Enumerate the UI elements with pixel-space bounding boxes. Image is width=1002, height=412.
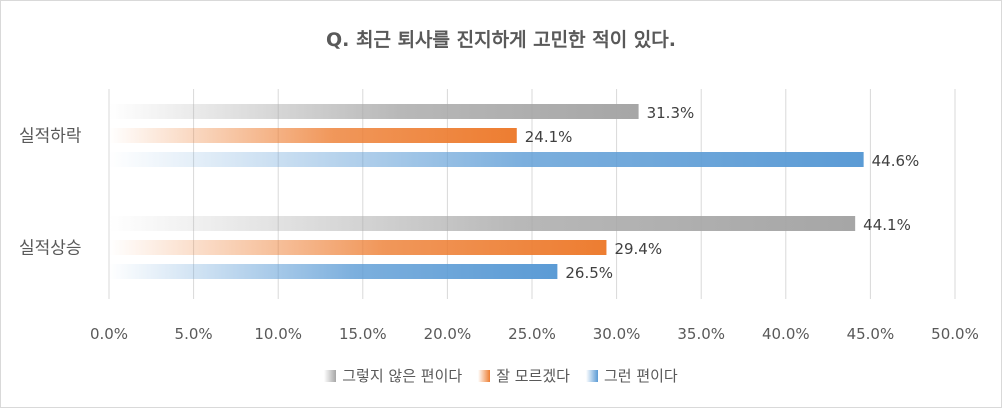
legend-label: 그렇지 않은 편이다 [342,367,463,385]
x-tick-label: 25.0% [508,325,556,343]
legend: 그렇지 않은 편이다 잘 모르겠다 그런 편이다 [1,365,1001,386]
category-label: 실적상승 [19,239,82,259]
data-label: 44.1% [863,216,911,234]
x-tick-label: 0.0% [90,325,128,343]
data-labels: 31.3% 24.1% 44.6% 44.1% 29.4%26.5% [525,104,920,282]
legend-item: 그렇지 않은 편이다 [324,365,462,386]
legend-item: 잘 모르겠다 [478,365,570,386]
x-tick-label: 15.0% [339,325,387,343]
bar [109,264,558,279]
legend-swatch [585,369,598,382]
legend-label: 잘 모르겠다 [496,367,570,385]
data-label: 26.5% [565,264,613,282]
x-tick-label: 20.0% [424,325,472,343]
data-label: 29.4% [614,240,662,258]
x-tick-label: 30.0% [593,325,641,343]
x-tick-labels: 0.0% 5.0% 10.0% 15.0% 20.0% 25.0% 30.0% 35.0% 40… [90,325,979,343]
x-tick-label: 40.0% [762,325,810,343]
x-tick-label: 50.0% [931,325,979,343]
data-label: 24.1% [525,128,573,146]
bar [109,240,607,255]
x-tick-label: 5.0% [175,325,213,343]
category-label: 실적하락 [19,127,82,147]
data-label: 44.6% [872,152,920,170]
x-tick-label: 10.0% [254,325,302,343]
data-label: 31.3% [647,104,695,122]
bars [109,104,864,279]
bar [109,152,864,167]
bar [109,128,517,143]
gridlines [108,89,956,299]
legend-item: 그런 편이다 [585,365,678,386]
bar [109,216,856,231]
bar [109,104,639,119]
legend-swatch [324,369,337,382]
legend-label: 그런 편이다 [603,367,678,385]
x-tick-label: 45.0% [847,325,895,343]
chart-title: Q. 최근 퇴사를 진지하게 고민한 적이 있다. [326,29,676,51]
legend-swatch [478,369,491,382]
x-tick-label: 35.0% [677,325,725,343]
